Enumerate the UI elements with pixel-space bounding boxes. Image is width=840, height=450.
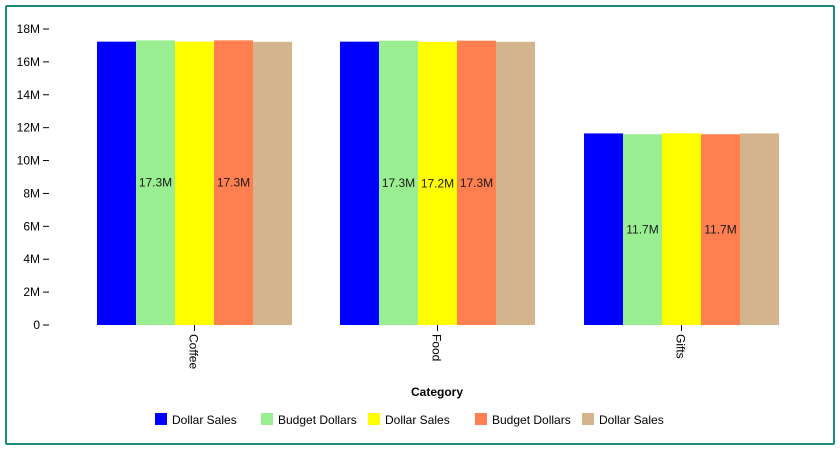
legend: Dollar Sales Budget Dollars Dollar Sales Bu… [155,413,664,427]
x-tick-label: Food [430,334,444,361]
bar [379,40,418,325]
x-axis: Coffee Food Gifts [187,325,688,369]
legend-label: Dollar Sales [172,413,237,427]
y-tick-label: 14M [17,88,40,102]
bar-data-label: 17.3M [460,176,493,190]
bar [584,133,623,325]
y-tick-label: 0 [33,318,40,332]
x-tick-label: Coffee [187,334,201,369]
bar [136,40,175,325]
bar [214,40,253,325]
bar [701,134,740,325]
bar [175,41,214,325]
bar-data-label: 17.3M [217,176,250,190]
bar [740,133,779,325]
x-tick-label: Gifts [674,334,688,359]
bar-series-group [97,40,779,326]
legend-swatch [155,413,167,425]
legend-label: Dollar Sales [385,413,450,427]
bar [418,41,457,326]
y-tick-label: 12M [17,121,40,135]
legend-label: Dollar Sales [599,413,664,427]
bar-data-label: 11.7M [704,223,736,237]
y-tick-label: 6M [23,219,40,233]
y-tick-label: 10M [17,154,40,168]
bar [623,134,662,325]
y-tick-label: 18M [17,22,40,36]
bar-data-label: 17.3M [139,176,172,190]
legend-swatch [368,413,380,425]
y-tick-label: 4M [23,252,40,266]
y-axis: 0 2M 4M 6M 8M 10M 12M 14M 16M 18M [17,22,49,332]
bar-data-label: 17.2M [421,176,454,190]
x-axis-title: Category [411,385,463,399]
y-tick-label: 8M [23,186,40,200]
y-tick-label: 16M [17,55,40,69]
y-tick-label: 2M [23,285,40,299]
bar-data-label: 17.3M [382,176,415,190]
bar [457,40,496,325]
legend-swatch [582,413,594,425]
bar [253,41,292,326]
legend-label: Budget Dollars [492,413,571,427]
bar-data-label: 11.7M [626,223,658,237]
bar [340,41,379,325]
legend-swatch [261,413,273,425]
bar [97,41,136,325]
bar [496,41,535,326]
legend-label: Budget Dollars [278,413,357,427]
bar [662,133,701,325]
data-labels: 17.3M 17.3M 17.3M 17.2M 17.3M 11.7M 11.7M [139,176,737,237]
legend-swatch [475,413,487,425]
